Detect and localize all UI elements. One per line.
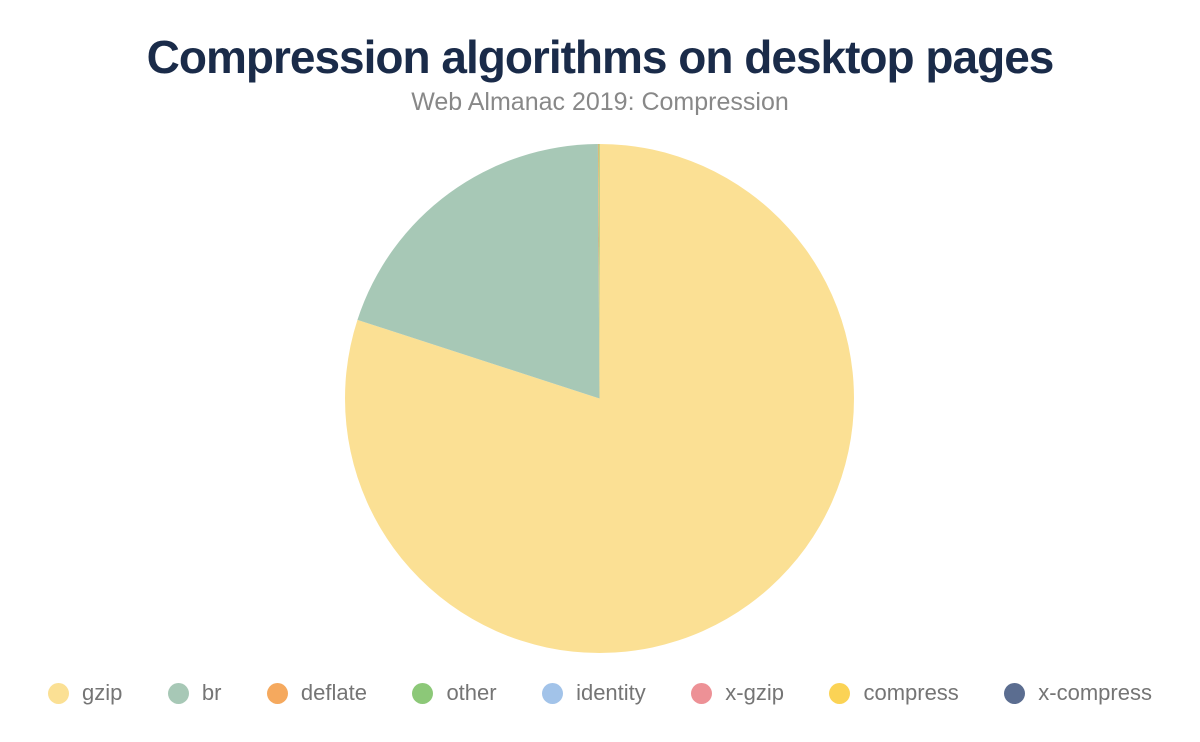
legend-swatch-br-icon <box>167 682 189 704</box>
legend-label: identity <box>576 680 646 705</box>
legend-label: gzip <box>82 680 123 705</box>
legend-label: compress <box>863 680 959 705</box>
legend-item-br[interactable]: br <box>167 680 222 706</box>
legend-swatch-gzip-icon <box>48 682 69 704</box>
legend-item-gzip[interactable]: gzip <box>48 680 122 706</box>
chart-subtitle: Web Almanac 2019: Compression <box>411 88 789 116</box>
legend-item-x-compress[interactable]: x-compress <box>1004 680 1152 706</box>
legend-label: deflate <box>300 680 367 705</box>
legend-label: other <box>446 680 497 705</box>
legend-label: br <box>201 680 222 705</box>
legend-item-compress[interactable]: compress <box>829 680 959 706</box>
legend-swatch-x-compress-icon <box>1004 682 1026 704</box>
legend-item-identity[interactable]: identity <box>542 680 646 706</box>
pie-slice-br[interactable] <box>357 144 600 399</box>
chart-title: Compression algorithms on desktop pages <box>146 31 1055 83</box>
legend-swatch-deflate-icon <box>266 682 288 704</box>
legend-label: x-gzip <box>725 680 784 705</box>
pie-chart <box>345 144 854 653</box>
legend-item-x-gzip[interactable]: x-gzip <box>691 680 784 706</box>
pie-svg <box>345 144 854 653</box>
legend-swatch-other-icon <box>412 682 434 704</box>
legend-swatch-x-gzip-icon <box>691 682 713 704</box>
legend-swatch-identity-icon <box>542 682 564 704</box>
legend-item-other[interactable]: other <box>412 680 497 706</box>
legend: gzip br deflate other identity x-gzip compress… <box>48 674 1152 712</box>
legend-swatch-compress-icon <box>829 682 851 704</box>
pie-slice-other[interactable] <box>598 144 600 399</box>
legend-item-deflate[interactable]: deflate <box>266 680 367 706</box>
legend-label: x-compress <box>1038 680 1152 705</box>
